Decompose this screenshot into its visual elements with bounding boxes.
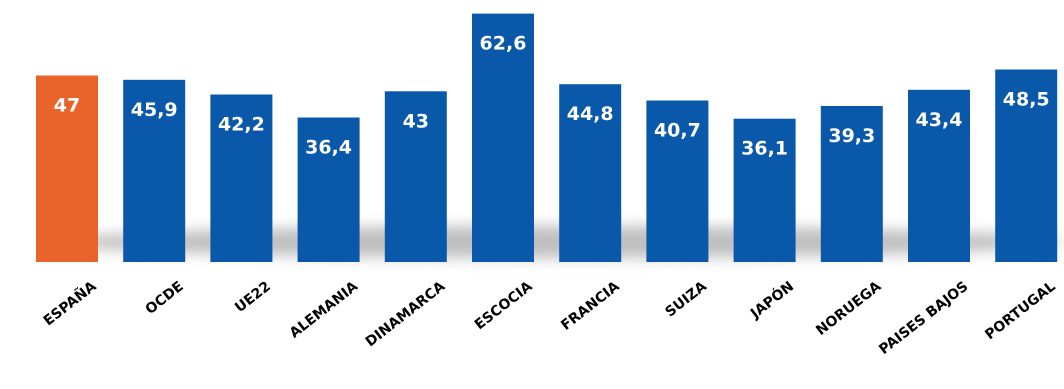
- bar-9: [820, 106, 883, 262]
- category-label: FRANCIA: [558, 278, 623, 333]
- bar-0: [36, 75, 98, 262]
- category-label: OCDE: [143, 279, 187, 318]
- bar-2: [210, 94, 273, 262]
- bar-10: [908, 89, 970, 262]
- category-label: ESPAÑA: [40, 278, 99, 330]
- category-label: SUIZA: [662, 278, 710, 320]
- bar-value-label: 43,4: [916, 109, 963, 131]
- bar-value-label: 45,9: [131, 99, 178, 121]
- category-label: PORTUGAL: [982, 278, 1058, 343]
- bar-1: [123, 79, 186, 262]
- bar-value-label: 48,5: [1003, 89, 1050, 111]
- bar-11: [995, 69, 1058, 262]
- category-label: DINAMARCA: [363, 278, 449, 350]
- bar-6: [559, 84, 622, 262]
- category-label: ESCOCIA: [472, 278, 536, 333]
- bar-value-label: 43: [403, 110, 429, 132]
- bar-value-label: 36,4: [305, 137, 352, 159]
- bar-value-label: 42,2: [218, 114, 265, 136]
- category-label: PAISES BAJOS: [876, 279, 971, 358]
- bar-4: [384, 91, 447, 262]
- bar-5: [472, 13, 534, 262]
- bar-value-label: 36,1: [741, 138, 788, 160]
- bar-3: [297, 117, 360, 262]
- category-label: ALEMANIA: [287, 278, 361, 341]
- bar-value-label: 44,8: [567, 103, 614, 125]
- category-label: JAPÓN: [746, 277, 797, 323]
- bar-7: [646, 100, 709, 262]
- category-label: UE22: [232, 279, 274, 316]
- bar-value-label: 40,7: [654, 120, 701, 142]
- bar-8: [733, 118, 796, 262]
- bar-value-label: 39,3: [828, 125, 875, 147]
- bar-value-label: 62,6: [480, 33, 527, 55]
- category-label: NORUEGA: [813, 278, 884, 339]
- bar-value-label: 47: [54, 95, 80, 117]
